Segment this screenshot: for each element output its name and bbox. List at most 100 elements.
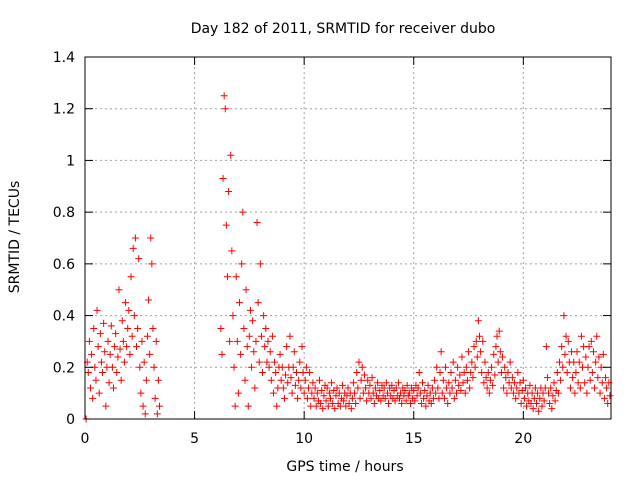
data-point-marker (448, 384, 456, 392)
data-point-marker (484, 368, 492, 376)
data-point-marker (449, 358, 457, 366)
data-point-marker (309, 379, 317, 387)
data-point-marker (411, 397, 419, 405)
data-point-marker (558, 343, 566, 351)
data-point-marker (492, 343, 500, 351)
data-point-marker (272, 368, 280, 376)
data-point-marker (317, 399, 325, 407)
data-point-marker (351, 389, 359, 397)
data-point-marker (311, 384, 319, 392)
data-point-marker (291, 381, 299, 389)
data-point-marker (596, 389, 604, 397)
data-point-marker (506, 358, 514, 366)
data-point-marker (249, 317, 257, 325)
y-tick-label: 0.6 (53, 257, 75, 273)
data-point-marker (150, 363, 158, 371)
data-point-marker (89, 394, 97, 402)
data-point-marker (149, 325, 157, 332)
data-point-marker (547, 384, 555, 392)
data-point-marker (370, 399, 378, 407)
data-point-marker (586, 376, 594, 384)
data-point-marker (466, 384, 474, 392)
data-point-marker (599, 350, 607, 358)
data-point-marker (250, 348, 258, 356)
plot-frame (84, 56, 612, 420)
y-tick-label: 0.4 (53, 309, 75, 325)
data-point-marker (446, 389, 454, 397)
data-point-marker (322, 397, 330, 405)
data-point-marker (562, 332, 570, 340)
data-point-marker (493, 332, 501, 340)
data-point-marker (416, 389, 424, 397)
data-point-marker (356, 394, 364, 402)
data-point-marker (143, 332, 151, 340)
data-point-marker (490, 350, 498, 358)
data-point-marker (422, 402, 430, 410)
data-point-marker (101, 348, 109, 356)
data-point-marker (256, 260, 264, 268)
data-point-marker (360, 371, 368, 379)
data-point-marker (499, 353, 507, 361)
data-point-marker (456, 371, 464, 379)
data-point-marker (438, 389, 446, 397)
data-point-marker (358, 363, 366, 371)
data-point-marker (131, 234, 139, 242)
data-point-marker (111, 343, 119, 351)
data-point-marker (563, 368, 571, 376)
data-point-marker (559, 363, 567, 371)
data-point-marker (302, 363, 310, 371)
data-point-marker (542, 343, 550, 351)
data-point-marker (125, 306, 133, 314)
data-point-marker (458, 353, 466, 361)
data-point-marker (457, 387, 465, 395)
data-point-marker (513, 384, 521, 392)
data-point-marker (433, 363, 441, 371)
data-point-marker (116, 345, 124, 353)
data-point-marker (473, 353, 481, 361)
data-point-marker (344, 384, 352, 392)
x-axis-label: GPS time / hours (286, 459, 403, 475)
data-point-marker (243, 343, 251, 351)
x-tick-label: 20 (514, 431, 532, 447)
data-point-marker (388, 381, 396, 389)
data-point-marker (148, 260, 156, 268)
data-point-marker (374, 379, 382, 387)
data-point-marker (340, 397, 348, 405)
data-point-marker (287, 374, 295, 382)
data-point-marker (561, 350, 569, 358)
data-point-marker (286, 332, 294, 340)
data-point-marker (156, 402, 164, 410)
data-point-marker (491, 371, 499, 379)
data-point-marker (582, 353, 590, 361)
data-point-marker (137, 389, 145, 397)
data-point-marker (294, 394, 302, 402)
data-point-marker (575, 358, 583, 366)
data-point-marker (141, 410, 149, 418)
data-point-marker (396, 394, 404, 402)
data-point-marker (262, 325, 270, 332)
data-point-marker (554, 389, 562, 397)
data-point-marker (367, 394, 375, 402)
data-points (82, 92, 614, 423)
data-point-marker (140, 358, 148, 366)
data-point-marker (406, 399, 414, 407)
data-point-marker (248, 363, 256, 371)
data-point-marker (86, 384, 94, 392)
data-point-marker (550, 379, 558, 387)
data-point-marker (279, 384, 287, 392)
data-point-marker (465, 348, 473, 356)
data-point-marker (133, 343, 141, 351)
data-point-marker (221, 105, 229, 113)
data-point-marker (118, 317, 126, 325)
data-point-marker (564, 337, 572, 345)
data-point-marker (431, 376, 439, 384)
data-point-marker (231, 402, 239, 410)
data-point-marker (114, 353, 122, 361)
data-point-marker (106, 350, 114, 358)
data-point-marker (503, 389, 511, 397)
data-point-marker (313, 389, 321, 397)
data-point-marker (310, 394, 318, 402)
data-point-marker (276, 350, 284, 358)
data-point-marker (440, 394, 448, 402)
